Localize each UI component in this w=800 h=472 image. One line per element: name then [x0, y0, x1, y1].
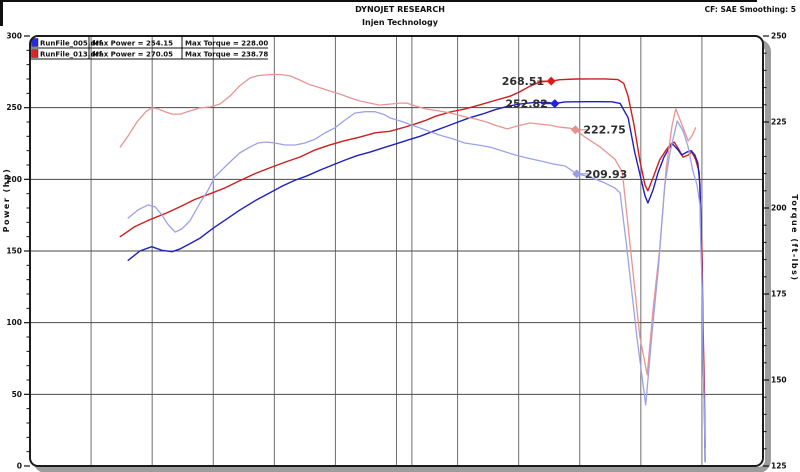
axis-ticks	[24, 35, 769, 467]
legend-max-torque: Max Torque = 228.00	[185, 40, 268, 48]
chart-title: DYNOJET RESEARCH	[355, 5, 445, 14]
peak-marker-diamond	[550, 99, 560, 109]
power-tick-label: 50	[12, 390, 22, 399]
power-tick-label: 0	[17, 462, 22, 471]
peak-value-label: 209.93	[585, 168, 627, 181]
peak-marker-diamond	[546, 76, 556, 86]
runfile-005-power-curve	[127, 100, 706, 463]
window-top-edge	[0, 0, 757, 2]
torque-tick-label: 200	[771, 204, 787, 213]
torque-tick-label: 175	[771, 290, 787, 299]
peak-marker-diamond	[570, 125, 580, 135]
power-tick-label: 300	[6, 32, 22, 41]
dyno-curves	[119, 73, 706, 463]
window-corner-mark	[0, 0, 3, 26]
power-tick-label: 100	[6, 318, 22, 327]
legend-run-color-swatch	[31, 49, 39, 58]
power-tick-label: 150	[6, 247, 22, 256]
peak-value-annotations: 268.51 252.82 222.75 209.93	[502, 75, 628, 181]
torque-axis-title: Torque (ft-lbs)	[790, 194, 799, 281]
legend-run-file: RunFile_005.drf	[40, 40, 103, 48]
peak-value-label: 252.82	[505, 98, 547, 111]
power-tick-label: 250	[6, 103, 22, 112]
torque-tick-label: 250	[771, 32, 787, 41]
legend-max-power: Max Power = 254.15	[92, 40, 173, 48]
torque-tick-label: 225	[771, 118, 787, 127]
legend-max-torque: Max Torque = 238.78	[185, 51, 268, 59]
peak-value-label: 268.51	[502, 75, 544, 88]
torque-tick-label: 150	[771, 376, 787, 385]
legend-run-color-swatch	[31, 38, 39, 47]
axis-tick-labels: 300 250 200 150 100 50 0 250 225 200 175 150 125	[6, 32, 786, 471]
torque-tick-label: 125	[771, 462, 787, 471]
peak-value-label: 222.75	[583, 124, 625, 137]
legend-run-file: RunFile_013.drf	[40, 51, 103, 59]
chart-subtitle: Injen Technology	[362, 18, 438, 27]
runfile-013-torque-curve	[119, 73, 697, 376]
power-tick-label: 200	[6, 175, 22, 184]
runfile-005-torque-curve	[127, 111, 706, 463]
legend-max-power: Max Power = 270.05	[92, 51, 173, 59]
power-axis-title: Power (hp)	[2, 168, 11, 233]
peak-marker-diamond	[572, 169, 582, 179]
correction-smoothing-label: CF: SAE Smoothing: 5	[704, 5, 796, 14]
